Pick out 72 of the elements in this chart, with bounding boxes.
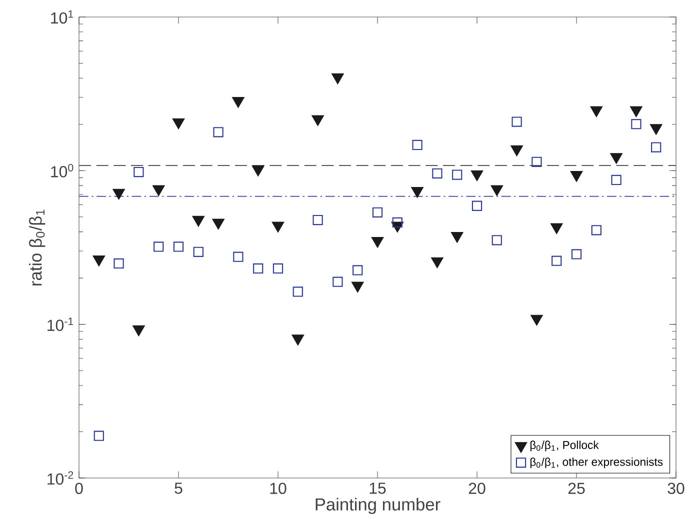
x-tick-label: 15 xyxy=(370,482,386,494)
x-tick-label: 5 xyxy=(174,482,182,494)
point xyxy=(172,118,185,130)
legend-label: β$_{0}$/β$_{1}$, Pollock xyxy=(530,440,599,452)
point xyxy=(312,115,324,126)
point xyxy=(331,73,344,84)
point xyxy=(651,142,662,152)
point xyxy=(610,153,623,164)
legend-label: β$_{0}$/β$_{1}$, other expressionists xyxy=(530,458,663,468)
x-tick-label: 0 xyxy=(75,482,83,494)
point xyxy=(470,170,484,182)
point xyxy=(253,263,264,274)
point xyxy=(371,236,384,248)
point xyxy=(252,166,264,177)
x-axis-title: Painting number xyxy=(316,498,440,514)
point xyxy=(591,225,602,236)
point xyxy=(392,217,402,228)
point xyxy=(272,263,284,274)
point xyxy=(134,166,144,178)
point xyxy=(611,174,622,186)
point xyxy=(114,258,124,269)
y-tick-label: 10$^{-1}$ xyxy=(48,318,74,331)
y-tick-label: 10$^{-2}$ xyxy=(48,471,74,485)
point xyxy=(432,168,442,178)
point xyxy=(193,246,204,257)
point xyxy=(351,282,364,293)
y-axis-title: ratio β$_{0}$/β$_{1}$ xyxy=(29,210,46,286)
point xyxy=(292,334,304,346)
y-tick-label: 10$^{1}$ xyxy=(51,10,74,24)
point xyxy=(312,214,323,226)
point xyxy=(430,257,444,268)
point xyxy=(411,187,424,198)
point xyxy=(552,256,562,266)
point xyxy=(650,124,662,136)
point xyxy=(94,430,104,441)
x-tick-label: 10 xyxy=(270,482,286,494)
point xyxy=(352,265,363,276)
point xyxy=(512,116,522,127)
point xyxy=(292,286,303,297)
point xyxy=(412,140,422,150)
point xyxy=(232,97,244,108)
point xyxy=(272,222,284,233)
point xyxy=(212,218,225,230)
point xyxy=(332,276,343,287)
point xyxy=(152,185,165,196)
point xyxy=(213,127,224,138)
point xyxy=(550,223,563,234)
point xyxy=(490,185,504,196)
point xyxy=(631,119,642,130)
point xyxy=(492,235,502,246)
point xyxy=(132,325,145,336)
point xyxy=(630,106,642,118)
point xyxy=(472,200,482,211)
point xyxy=(112,188,126,200)
x-tick-label: 25 xyxy=(568,482,585,494)
point xyxy=(372,207,383,218)
point xyxy=(571,249,582,260)
point xyxy=(510,145,524,156)
point xyxy=(192,216,205,227)
x-tick-label: 20 xyxy=(468,482,486,494)
x-tick-label: 30 xyxy=(668,482,684,494)
point xyxy=(92,256,106,266)
point xyxy=(452,170,462,180)
point xyxy=(450,232,464,243)
point xyxy=(532,156,542,167)
point xyxy=(154,242,164,252)
point xyxy=(530,314,543,326)
point xyxy=(173,242,184,252)
point xyxy=(233,252,244,262)
y-tick-label: 10$^{0}$ xyxy=(51,164,74,178)
point xyxy=(590,106,603,118)
point xyxy=(570,171,583,182)
